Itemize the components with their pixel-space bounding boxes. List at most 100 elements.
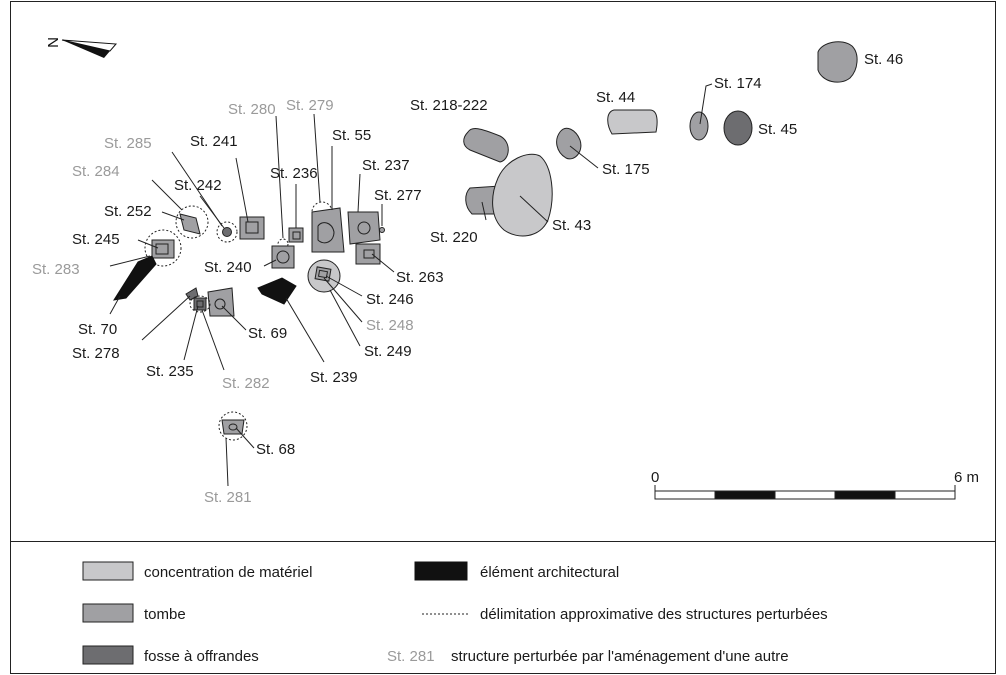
label-st280: St. 280 [228, 101, 276, 118]
legend-swatch-tombe [82, 603, 134, 623]
leader-st242 [199, 195, 225, 229]
feature-st46 [817, 41, 858, 83]
outline-st280 [277, 238, 289, 250]
label-st245: St. 245 [72, 231, 120, 248]
features [112, 41, 858, 441]
legend-label-fosse: fosse à offrandes [144, 648, 259, 665]
feature-st240-inner [276, 250, 290, 264]
leader-st241 [235, 157, 249, 223]
feature-st241-inner [245, 221, 259, 234]
leader-st248 [323, 277, 363, 323]
label-st249: St. 249 [364, 343, 412, 360]
feature-st69 [207, 287, 235, 317]
label-st218: St. 218-222 [410, 97, 488, 114]
leader-st252 [161, 211, 185, 221]
feature-st236-inner [292, 231, 301, 240]
leader-st263 [371, 253, 395, 273]
scale-seg-4 [834, 490, 896, 500]
north-arrow-half [61, 39, 118, 52]
label-st281: St. 281 [204, 489, 252, 506]
feature-st218 [463, 128, 509, 163]
leader-st245 [137, 239, 159, 249]
feature-st68 [221, 419, 245, 435]
label-st236: St. 236 [270, 165, 318, 182]
label-st237: St. 237 [362, 157, 410, 174]
label-st44: St. 44 [596, 89, 635, 106]
feature-st248 [317, 269, 329, 279]
feature-st240 [271, 245, 295, 269]
leader-st69 [221, 305, 247, 331]
legend-label-delimitation: délimitation approximative des structure… [480, 606, 828, 623]
scale-end-label: 6 m [954, 469, 979, 486]
label-st68: St. 68 [256, 441, 295, 458]
label-st239: St. 239 [310, 369, 358, 386]
leader-st246 [325, 275, 363, 297]
leader-st240 [263, 259, 277, 267]
feature-st242 [222, 227, 232, 237]
leader-st220 [481, 201, 487, 221]
outline-st281 [218, 411, 248, 441]
leader-st283 [109, 255, 151, 267]
leader-st281 [225, 437, 229, 487]
label-st240: St. 240 [204, 259, 252, 276]
label-st70: St. 70 [78, 321, 117, 338]
label-st46: St. 46 [864, 51, 903, 68]
feature-st175 [556, 127, 582, 160]
label-st69: St. 69 [248, 325, 287, 342]
feature-st241 [239, 216, 265, 240]
feature-st245-inner [155, 243, 169, 255]
feature-st55-inner [317, 222, 335, 244]
leader-st239 [285, 297, 325, 363]
label-st242: St. 242 [174, 177, 222, 194]
feature-st70 [112, 255, 157, 301]
label-st246: St. 246 [366, 291, 414, 308]
label-st248: St. 248 [366, 317, 414, 334]
outline-st284 [175, 205, 209, 239]
leader-st235 [183, 305, 199, 361]
label-st241: St. 241 [190, 133, 238, 150]
scale-bar: 0 6 m [651, 469, 979, 500]
leader-st284 [151, 179, 183, 211]
legend-label-tombe: tombe [144, 606, 186, 623]
feature-st245 [151, 239, 175, 259]
label-st279: St. 279 [286, 97, 334, 114]
label-st55: St. 55 [332, 127, 371, 144]
feature-st263 [355, 243, 381, 265]
legend-swatch-architectural [414, 561, 468, 581]
feature-st239 [257, 277, 297, 305]
leader-st282 [201, 309, 225, 371]
leader-st249 [329, 289, 361, 347]
feature-st263-inner [363, 249, 375, 259]
feature-st44 [607, 109, 658, 135]
legend-label-perturbee: structure perturbée par l'aménagement d'… [451, 648, 789, 665]
scale-seg-3 [774, 490, 836, 500]
label-st45: St. 45 [758, 121, 797, 138]
scale-start-label: 0 [651, 469, 659, 486]
label-st282: St. 282 [222, 375, 270, 392]
scale-seg-2 [714, 490, 776, 500]
structure-labels: St. 46 St. 174 St. 44 St. 45 St. 218-222… [32, 51, 903, 506]
label-st263: St. 263 [396, 269, 444, 286]
feature-st45 [723, 110, 753, 146]
leader-st237 [357, 173, 361, 213]
map-frame [10, 1, 996, 674]
feature-st246 [314, 266, 332, 282]
north-letter: N [44, 37, 61, 48]
scale-seg-5 [894, 490, 956, 500]
north-arrow: N [44, 37, 118, 58]
legend-label-materiel: concentration de matériel [144, 564, 312, 581]
outline-st285 [216, 221, 238, 243]
legend-swatch-materiel [82, 561, 134, 581]
label-st285: St. 285 [104, 135, 152, 152]
label-st235: St. 235 [146, 363, 194, 380]
feature-st68-inner [228, 423, 238, 431]
legend-label-architectural: élément architectural [480, 564, 619, 581]
leader-st174 [699, 83, 713, 125]
label-st43: St. 43 [552, 217, 591, 234]
feature-st277 [379, 227, 385, 233]
scale-seg-1 [654, 490, 716, 500]
feature-st43 [492, 153, 553, 237]
feature-st235-inner [196, 300, 204, 308]
feature-st236 [288, 227, 304, 243]
